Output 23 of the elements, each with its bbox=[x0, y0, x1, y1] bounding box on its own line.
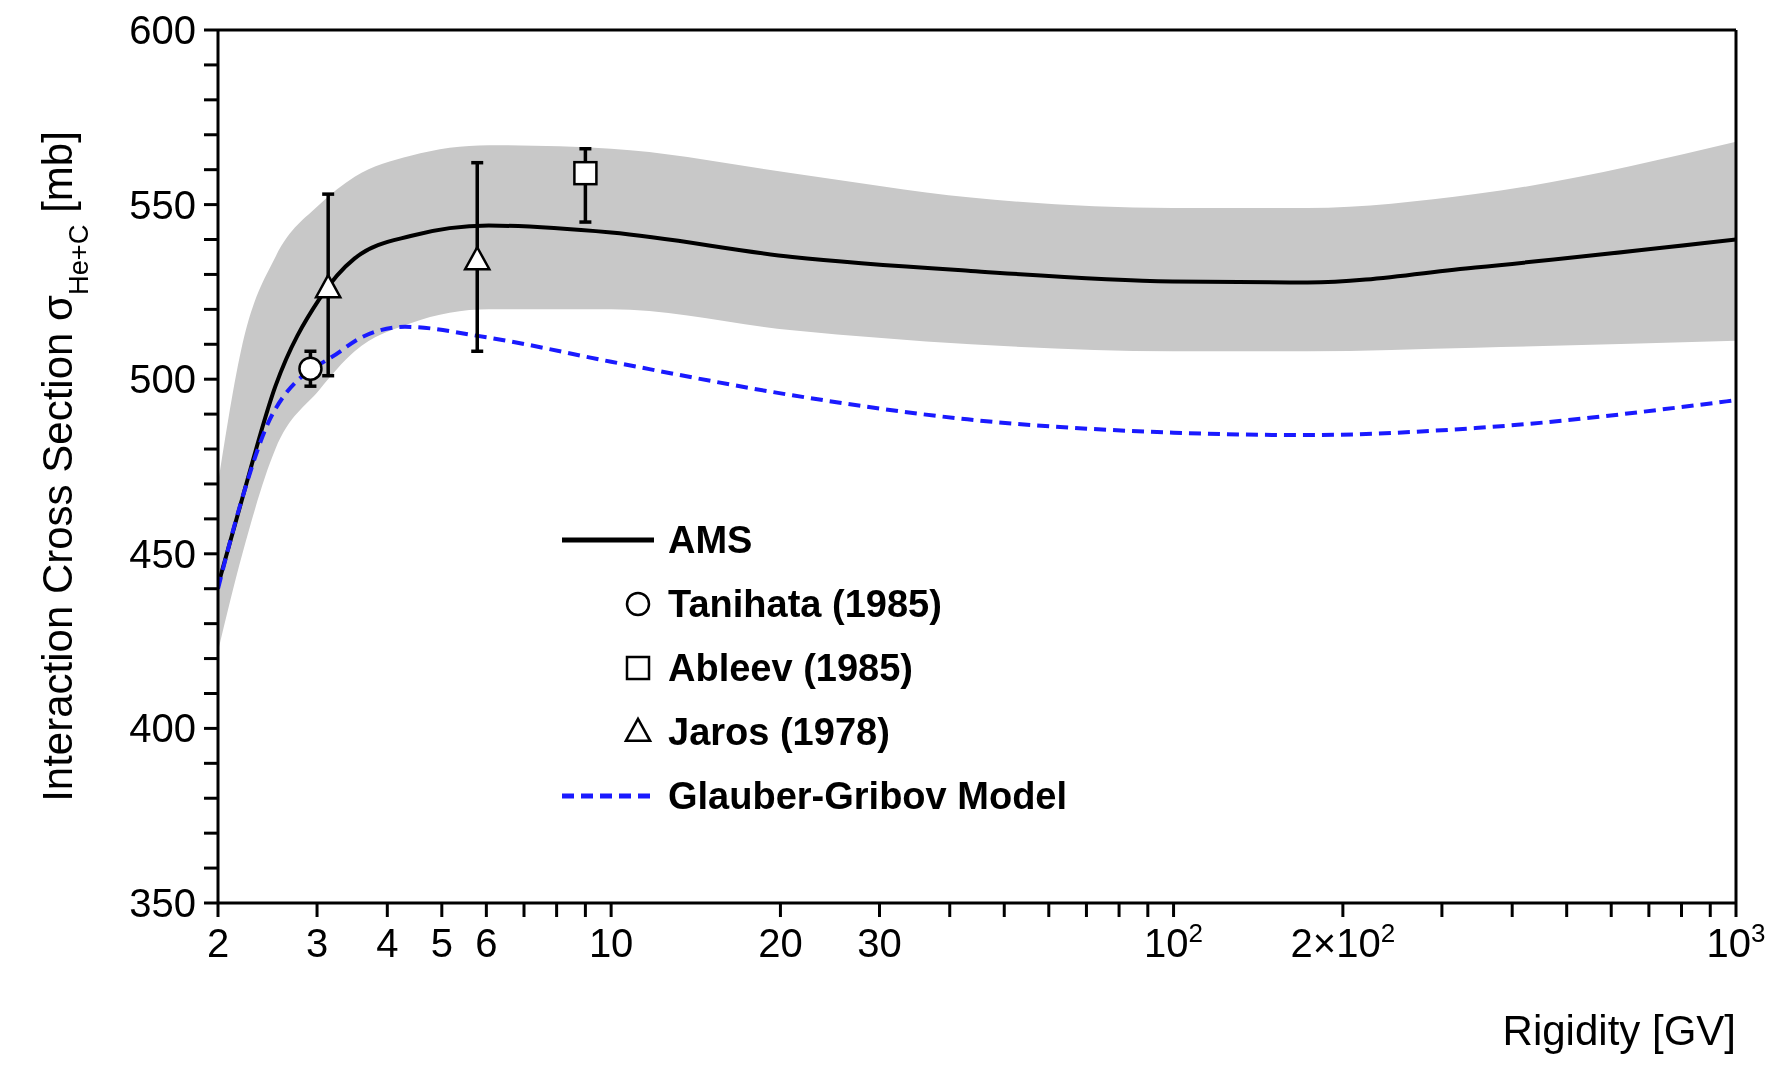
y-tick-label: 600 bbox=[129, 8, 196, 52]
legend-label: Ableev (1985) bbox=[668, 646, 914, 690]
y-tick-label: 450 bbox=[129, 531, 196, 576]
x-tick-label: 2 bbox=[206, 921, 230, 965]
y-tick-label: 400 bbox=[129, 706, 196, 751]
x-tick-label: 3 bbox=[305, 921, 329, 965]
y-tick-label: 350 bbox=[129, 881, 196, 925]
legend-label: Tanihata (1985) bbox=[668, 582, 942, 626]
x-tick-label: 30 bbox=[857, 921, 902, 965]
legend-label: AMS bbox=[668, 518, 753, 562]
x-tick-label: 2×10$^{2}$ bbox=[1290, 918, 1396, 965]
legend-label: Glauber-Gribov Model bbox=[668, 774, 1068, 818]
x-tick-label: 4 bbox=[376, 921, 399, 965]
y-tick-label: 550 bbox=[129, 182, 196, 227]
x-tick-label: 10 bbox=[588, 921, 634, 965]
x-axis-title: Rigidity [GV] bbox=[1502, 1007, 1736, 1054]
x-tick-label: 20 bbox=[758, 921, 803, 965]
legend-label: Jaros (1978) bbox=[668, 710, 890, 754]
x-tick-label: 5 bbox=[430, 921, 453, 965]
x-tick-label: 10$^{3}$ bbox=[1706, 918, 1766, 965]
x-tick-label: 10$^{2}$ bbox=[1144, 918, 1204, 965]
y-tick-label: 500 bbox=[129, 357, 196, 402]
x-tick-label: 6 bbox=[475, 921, 498, 965]
